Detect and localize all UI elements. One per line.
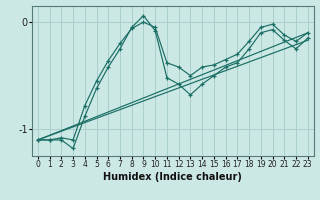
X-axis label: Humidex (Indice chaleur): Humidex (Indice chaleur) bbox=[103, 172, 242, 182]
